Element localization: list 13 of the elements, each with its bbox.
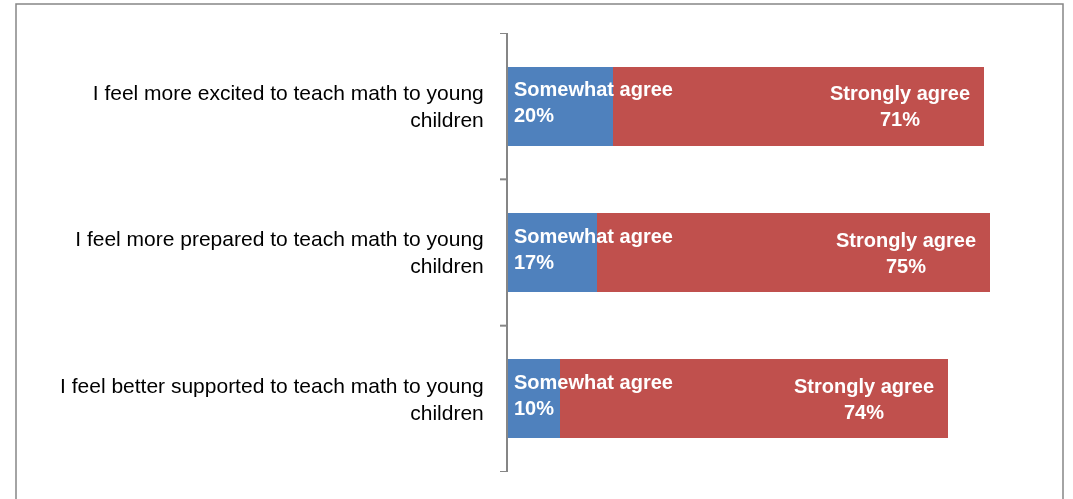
text: Strongly agree [830, 82, 971, 104]
series-label: Strongly agree [836, 229, 977, 251]
y-tick-label: I feel more excited to teach math to young children [92, 80, 484, 132]
data-label: 75% [886, 255, 927, 277]
y-tick-label: I feel more prepared to teach math to young children [75, 227, 484, 278]
data-label: 20% [514, 104, 555, 126]
data-label: 10% [514, 397, 555, 419]
text: Strongly agree [794, 375, 935, 397]
bar [612, 66, 985, 146]
data-label: 17% [514, 251, 555, 273]
y-tick-label: I feel better supported to teach math to young children [60, 373, 484, 424]
data-label: 71% [880, 108, 921, 130]
data-label: 74% [844, 401, 885, 423]
